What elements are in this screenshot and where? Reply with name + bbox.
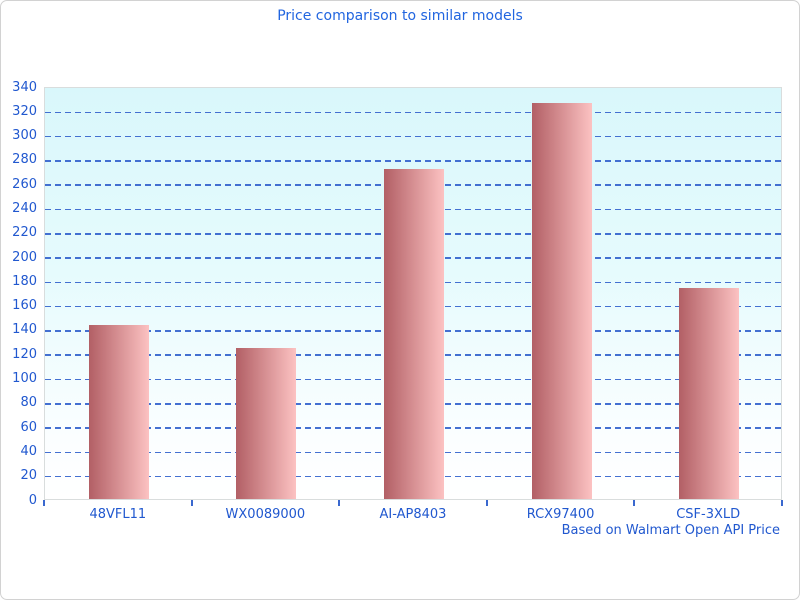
y-tick-label-100: 100 bbox=[12, 371, 37, 387]
bar-RCX97400 bbox=[531, 103, 592, 499]
bar-48VFL11 bbox=[88, 325, 149, 499]
y-tick-label-320: 320 bbox=[12, 103, 37, 119]
bar-CSF-3XLD bbox=[679, 287, 740, 499]
x-tick-mark bbox=[781, 500, 783, 506]
y-tick-label-340: 340 bbox=[12, 79, 37, 95]
gridline-320 bbox=[45, 111, 781, 114]
bar-WX0089000 bbox=[236, 348, 297, 499]
y-tick-label-300: 300 bbox=[12, 128, 37, 144]
x-tick-mark bbox=[485, 500, 488, 506]
y-tick-label-80: 80 bbox=[20, 395, 37, 411]
chart-title: Price comparison to similar models bbox=[277, 8, 523, 24]
y-tick-label-60: 60 bbox=[20, 419, 37, 435]
y-tick-label-0: 0 bbox=[28, 492, 37, 508]
x-tick-label-RCX97400: RCX97400 bbox=[526, 507, 595, 522]
x-tick-mark bbox=[338, 500, 341, 506]
gridline-280 bbox=[45, 160, 781, 162]
y-tick-label-120: 120 bbox=[12, 346, 37, 362]
y-tick-label-280: 280 bbox=[12, 152, 37, 168]
x-tick-label-WX0089000: WX0089000 bbox=[225, 507, 306, 522]
x-axis-tick-marks bbox=[43, 500, 783, 507]
y-tick-label-40: 40 bbox=[20, 443, 37, 459]
y-tick-label-260: 260 bbox=[12, 176, 37, 192]
y-tick-label-180: 180 bbox=[12, 273, 37, 289]
y-tick-label-240: 240 bbox=[12, 200, 37, 216]
x-tick-mark bbox=[633, 500, 636, 506]
y-tick-label-200: 200 bbox=[12, 249, 37, 265]
gridline-300 bbox=[45, 135, 781, 138]
y-tick-label-160: 160 bbox=[12, 298, 37, 314]
chart-caption: Based on Walmart Open API Price bbox=[561, 523, 780, 538]
x-tick-label-48VFL11: 48VFL11 bbox=[89, 507, 147, 522]
y-axis-labels: 0 20 40 60 80 100 120 140 160 180 200 220 240 260 280 3… bbox=[1, 80, 37, 508]
x-tick-mark bbox=[43, 500, 45, 506]
x-tick-label-AI-AP8403: AI-AP8403 bbox=[379, 507, 447, 522]
bar-AI-AP8403 bbox=[384, 168, 444, 499]
plot-area bbox=[44, 87, 782, 500]
y-tick-label-20: 20 bbox=[20, 468, 37, 484]
y-tick-label-140: 140 bbox=[12, 322, 37, 338]
x-axis-labels: 48VFL11 WX0089000 AI-AP8403 RCX97400 CSF-3XL… bbox=[44, 507, 782, 523]
y-tick-label-220: 220 bbox=[12, 225, 37, 241]
x-tick-mark bbox=[190, 500, 193, 506]
x-tick-label-CSF-3XLD: CSF-3XLD bbox=[676, 507, 741, 522]
